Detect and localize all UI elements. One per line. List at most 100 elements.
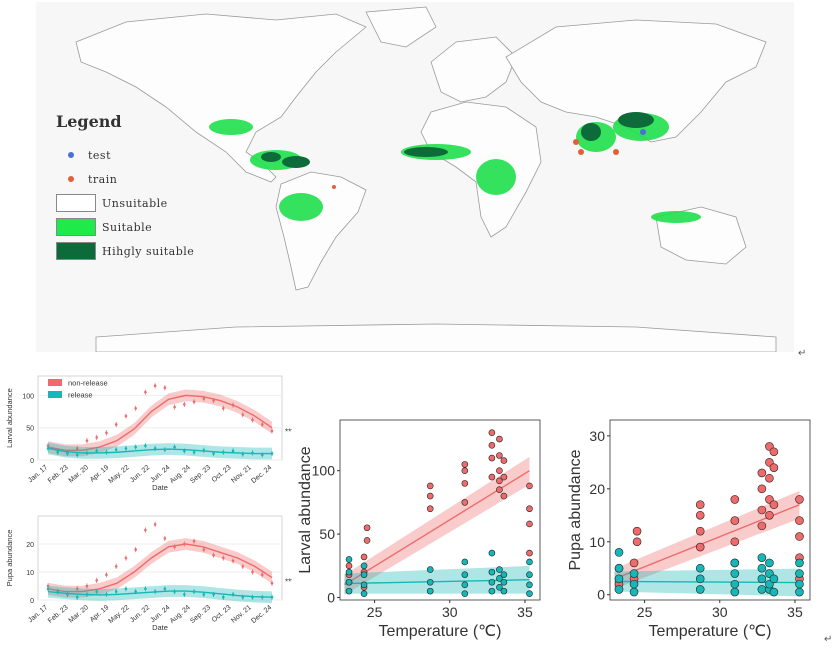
data-point <box>730 587 740 597</box>
data-point <box>488 568 496 576</box>
x-tick-label: Jun. 24 <box>149 604 171 624</box>
significance-label: *** <box>285 427 292 436</box>
data-point <box>153 447 157 450</box>
data-point <box>231 559 235 563</box>
data-point <box>496 575 503 582</box>
train-point <box>332 185 336 189</box>
x-tick-label: Nov. 21 <box>230 464 253 485</box>
y-axis-label: Larval abundance <box>5 388 14 448</box>
x-tick-label: Jun. 22 <box>129 604 151 624</box>
highly-suitable-swatch <box>56 242 96 260</box>
data-point <box>526 571 533 578</box>
data-point <box>192 400 196 404</box>
y-axis-label: Pupa abundance <box>567 449 584 570</box>
x-tick-label: 25 <box>637 604 653 620</box>
x-tick-label: Dec. 24 <box>250 604 273 625</box>
data-point <box>526 581 533 589</box>
data-point <box>270 429 274 433</box>
data-point <box>153 523 157 526</box>
data-point <box>163 537 167 540</box>
data-point <box>231 449 235 453</box>
data-point <box>629 579 639 589</box>
test-point <box>640 129 646 135</box>
data-point <box>614 585 624 594</box>
data-point <box>488 454 496 462</box>
legend-label: test <box>88 148 111 162</box>
test-dot-icon <box>68 152 74 158</box>
data-point <box>212 593 215 596</box>
larval-temperature-chart: 0 50 100 25 30 35 Temperature (℃) Larval abunda… <box>297 419 541 640</box>
data-point <box>500 571 508 578</box>
data-point <box>695 500 705 510</box>
legend-label: Unsuitable <box>102 196 168 210</box>
legend-label: Hihgly suitable <box>102 244 195 258</box>
y-tick-label: 0 <box>327 589 335 605</box>
legend-label: non-release <box>68 379 108 388</box>
data-point <box>795 587 804 597</box>
data-point <box>488 578 496 586</box>
data-point <box>526 549 533 557</box>
data-point <box>251 451 254 455</box>
suitable-swatch <box>56 218 96 236</box>
x-tick-label: Feb. 23 <box>47 604 70 625</box>
data-point <box>461 499 469 506</box>
data-point <box>144 444 147 448</box>
x-tick-label: Oct. 23 <box>211 604 233 624</box>
data-point <box>695 526 705 536</box>
data-point <box>461 558 469 566</box>
data-point <box>202 397 206 400</box>
data-point <box>461 467 469 475</box>
confidence-band <box>48 585 272 604</box>
y-tick-label: 30 <box>589 428 605 444</box>
legend-item-test: test <box>56 143 194 167</box>
unsuitable-swatch <box>56 194 96 212</box>
data-point <box>345 556 353 563</box>
train-point <box>573 139 579 145</box>
data-point <box>56 590 60 593</box>
data-point <box>795 495 804 504</box>
data-point <box>488 587 496 595</box>
data-point <box>212 553 215 557</box>
data-point <box>75 595 79 599</box>
data-point <box>134 445 137 449</box>
data-point <box>144 587 147 591</box>
x-tick-label: Mar. 20 <box>68 604 90 624</box>
data-point <box>632 537 642 547</box>
data-point <box>695 510 705 520</box>
y-tick-label: 0 <box>30 598 34 605</box>
data-point <box>526 520 533 528</box>
x-axis-label: Date <box>152 483 168 492</box>
data-point <box>795 558 804 568</box>
data-point <box>105 593 108 596</box>
data-point <box>270 452 274 455</box>
data-point <box>114 590 118 593</box>
data-point <box>345 587 353 595</box>
world-suitability-map: Legend test train Unsuitable Suitable Hi… <box>36 2 794 352</box>
data-point <box>757 563 767 573</box>
x-tick-label: Jan. 17 <box>27 604 49 624</box>
data-point <box>222 556 225 560</box>
data-point <box>526 590 533 597</box>
data-point <box>173 545 176 549</box>
data-point <box>345 568 353 576</box>
data-point <box>461 461 469 468</box>
y-tick-label: 20 <box>589 481 605 497</box>
data-point <box>46 587 50 591</box>
x-tick-label: Aug. 24 <box>169 464 192 485</box>
data-point <box>124 587 128 591</box>
data-point <box>488 549 496 557</box>
x-tick-label: Oct. 23 <box>211 464 233 484</box>
data-point <box>488 429 496 436</box>
y-tick-label: 50 <box>319 526 335 542</box>
fit-line <box>47 543 273 593</box>
data-point <box>251 418 254 422</box>
data-point <box>496 435 503 443</box>
data-point <box>260 423 264 426</box>
data-point <box>95 590 98 593</box>
data-point <box>363 524 371 532</box>
data-point <box>202 548 206 551</box>
data-point <box>212 452 215 455</box>
data-point <box>241 452 245 456</box>
data-point <box>629 587 639 597</box>
